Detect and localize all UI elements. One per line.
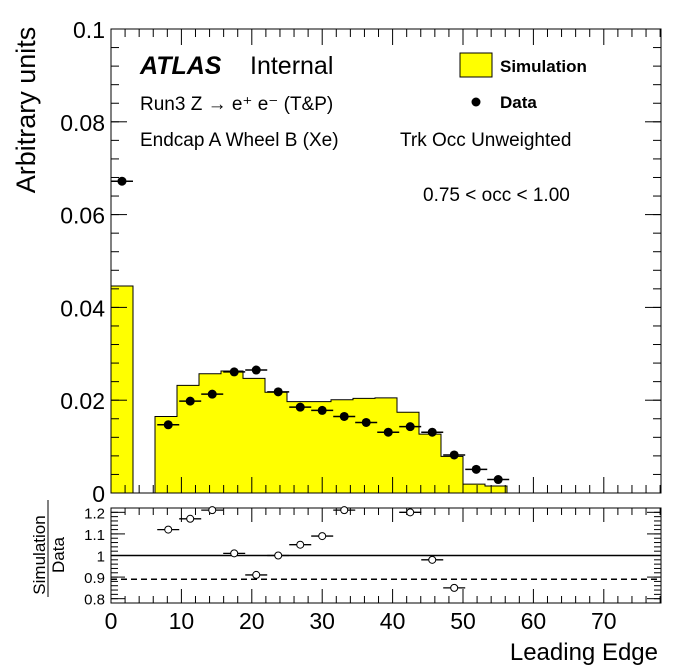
simulation-bar xyxy=(177,385,199,493)
simulation-outline xyxy=(110,285,661,494)
y-axis-label: Arbitrary units xyxy=(11,27,41,194)
legend: Simulation Data xyxy=(459,52,587,112)
data-point xyxy=(339,411,349,421)
ratio-ylabel-numerator: Simulation xyxy=(30,515,49,594)
ratio-y-tick-label: 0.9 xyxy=(84,570,105,587)
ratio-point xyxy=(296,540,305,549)
simulation-bar xyxy=(353,398,375,493)
simulation-bar xyxy=(243,378,265,493)
simulation-bar xyxy=(155,416,177,493)
x-tick-label: 20 xyxy=(239,608,265,634)
ratio-reference-lines xyxy=(111,554,661,581)
x-tick-label: 30 xyxy=(309,608,335,634)
legend-simulation-label: Simulation xyxy=(500,57,587,76)
x-tick-label: 50 xyxy=(450,608,476,634)
data-point xyxy=(361,417,371,427)
ratio-point xyxy=(450,583,459,592)
simulation-bar xyxy=(221,370,243,493)
ratio-point xyxy=(274,551,283,560)
ratio-point xyxy=(252,570,261,579)
y-tick-label: 0 xyxy=(92,481,105,507)
ratio-point xyxy=(186,514,195,523)
simulation-bar xyxy=(287,401,309,493)
legend-data-label: Data xyxy=(500,93,537,112)
data-point xyxy=(117,176,127,186)
data-point xyxy=(295,402,305,412)
simulation-bar xyxy=(309,401,331,493)
ratio-point xyxy=(406,508,415,517)
annotation-region: Endcap A Wheel B (Xe) xyxy=(140,130,339,151)
ratio-points xyxy=(157,506,466,592)
ratio-point xyxy=(428,555,437,564)
data-point xyxy=(493,475,503,485)
ratio-point xyxy=(340,506,349,515)
simulation-bar xyxy=(419,434,441,493)
x-tick-label: 10 xyxy=(169,608,195,634)
data-point xyxy=(383,427,393,437)
data-point xyxy=(185,396,195,406)
x-tick-label: 0 xyxy=(105,608,118,634)
simulation-bar xyxy=(199,373,221,493)
data-point xyxy=(273,387,283,397)
atlas-status: Internal xyxy=(250,52,333,80)
data-point xyxy=(449,450,459,460)
data-point xyxy=(427,427,437,437)
annotation-process: Run3 Z → e⁺ e⁻ (T&P) xyxy=(140,94,333,115)
ratio-axes: 0.8 0.9 1 1.1 1.2 0 10 20 30 40 50 60 70 xyxy=(84,505,662,634)
data-point xyxy=(229,367,239,377)
y-tick-label: 0.1 xyxy=(73,17,105,43)
y-tick-label: 0.08 xyxy=(60,110,105,136)
simulation-bar xyxy=(375,397,397,493)
y-tick-label: 0.06 xyxy=(60,203,105,229)
ratio-point xyxy=(164,525,173,534)
simulation-bar xyxy=(111,286,133,493)
y-tick-label: 0.04 xyxy=(60,295,105,321)
simulation-bar xyxy=(397,412,419,493)
legend-data-marker xyxy=(471,97,481,107)
legend-simulation-swatch xyxy=(459,52,493,78)
simulation-histogram xyxy=(110,285,661,494)
simulation-bar xyxy=(441,456,463,493)
x-tick-label: 70 xyxy=(591,608,617,634)
ratio-y-tick-label: 0.8 xyxy=(84,592,105,609)
annotation-occupancy: 0.75 < occ < 1.00 xyxy=(423,185,570,206)
simulation-bar xyxy=(485,486,507,493)
x-axis-label: Leading Edge xyxy=(510,639,658,666)
data-point xyxy=(405,422,415,432)
ratio-y-tick-label: 1.2 xyxy=(84,505,105,522)
ratio-ylabel-denominator: Data xyxy=(49,537,68,573)
atlas-label: ATLAS xyxy=(139,52,222,80)
simulation-bar xyxy=(265,392,287,493)
ratio-y-tick-label: 1.1 xyxy=(84,527,105,544)
main-frame xyxy=(110,28,662,494)
ratio-point xyxy=(318,532,327,541)
annotation-weighting: Trk Occ Unweighted xyxy=(400,130,571,151)
data-point xyxy=(251,365,261,375)
data-points xyxy=(110,176,510,485)
ratio-y-tick-label: 1 xyxy=(97,549,105,566)
simulation-bar xyxy=(463,484,485,493)
simulation-bar xyxy=(331,399,353,493)
x-tick-label: 40 xyxy=(380,608,406,634)
data-point xyxy=(471,464,481,474)
data-point xyxy=(317,405,327,415)
y-tick-label: 0.02 xyxy=(60,388,105,414)
ratio-point xyxy=(230,549,239,558)
data-point xyxy=(163,420,173,430)
x-tick-label: 60 xyxy=(521,608,547,634)
main-axes: 0 0.02 0.04 0.06 0.08 0.1 xyxy=(60,17,662,507)
data-point xyxy=(207,389,217,399)
ratio-point xyxy=(208,506,217,515)
ratio-y-label: Simulation Data xyxy=(30,500,68,597)
